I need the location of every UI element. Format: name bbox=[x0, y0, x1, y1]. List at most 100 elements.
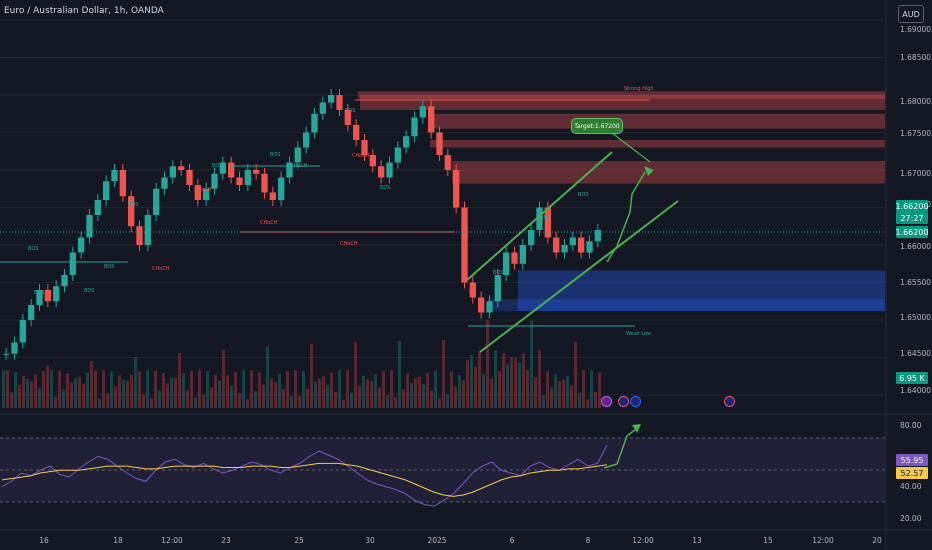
volume-bar bbox=[290, 396, 293, 408]
volume-bar bbox=[346, 370, 349, 408]
bos-label: BOS bbox=[380, 185, 391, 191]
candle-body bbox=[269, 192, 276, 200]
volume-bar bbox=[310, 344, 313, 408]
au-flag-icon[interactable] bbox=[630, 396, 641, 407]
lightning-icon[interactable] bbox=[601, 396, 612, 407]
time-axis-label: 16 bbox=[39, 536, 49, 545]
volume-bar bbox=[278, 373, 281, 408]
candle-body bbox=[536, 207, 543, 230]
candle-body bbox=[303, 132, 310, 148]
candle-body bbox=[94, 200, 101, 215]
volume-bar bbox=[574, 342, 577, 408]
candle-body bbox=[594, 230, 601, 242]
candle-body bbox=[261, 173, 268, 193]
supply-zone bbox=[360, 95, 885, 110]
volume-bar bbox=[134, 356, 137, 408]
volume-bar bbox=[342, 399, 345, 408]
candle-body bbox=[453, 170, 460, 208]
volume-bar bbox=[586, 399, 589, 408]
candle-body bbox=[286, 162, 293, 178]
choch-label: CHoCH bbox=[260, 220, 278, 226]
candle-body bbox=[586, 241, 593, 253]
choch-label: CHoCH bbox=[290, 163, 308, 169]
volume-bar bbox=[254, 391, 257, 408]
volume-bar bbox=[98, 398, 101, 408]
time-axis-label: 25 bbox=[294, 536, 304, 545]
supply-zone bbox=[452, 161, 885, 184]
candle-body bbox=[111, 170, 118, 182]
volume-bar bbox=[222, 349, 225, 408]
volume-bar bbox=[482, 373, 485, 408]
volume-bar bbox=[266, 346, 269, 408]
volume-bar bbox=[214, 374, 217, 408]
time-axis-label: 30 bbox=[365, 536, 375, 545]
price-axis-label: 1.68000 bbox=[900, 97, 932, 106]
volume-bar bbox=[454, 386, 457, 408]
candle-body bbox=[128, 196, 135, 227]
rsi-ma-line bbox=[1, 462, 608, 497]
eu-flag-icon[interactable] bbox=[724, 396, 735, 407]
candle-body bbox=[78, 237, 85, 253]
eu-flag-icon[interactable] bbox=[618, 396, 629, 407]
volume-bar bbox=[14, 372, 17, 408]
volume-bar bbox=[450, 371, 453, 408]
candle-body bbox=[478, 297, 485, 313]
rsi-projection-arrowhead bbox=[632, 424, 641, 433]
volume-bar bbox=[334, 391, 337, 408]
candle-body bbox=[44, 290, 51, 302]
bos-label: BOS bbox=[84, 288, 95, 294]
supply-zone bbox=[430, 140, 885, 148]
rsi-value-tag: 55.95 bbox=[896, 454, 928, 466]
candle-body bbox=[19, 320, 26, 343]
volume-bar bbox=[118, 375, 121, 408]
candle-body bbox=[69, 252, 76, 275]
candle-body bbox=[361, 140, 368, 155]
volume-bar bbox=[82, 384, 85, 408]
volume-bar bbox=[246, 399, 249, 408]
volume-bar bbox=[182, 373, 185, 408]
volume-bar bbox=[414, 377, 417, 408]
volume-bar bbox=[78, 376, 81, 408]
candle-body bbox=[353, 125, 360, 140]
channel-lower-line bbox=[479, 200, 679, 353]
projection-path bbox=[606, 171, 646, 263]
price-axis-label: 1.69000 bbox=[900, 25, 932, 34]
volume-bar bbox=[62, 389, 65, 408]
candle-body bbox=[328, 95, 335, 103]
volume-bar bbox=[122, 379, 125, 408]
volume-bar bbox=[562, 379, 565, 408]
volume-bar bbox=[422, 383, 425, 408]
volume-bar bbox=[590, 370, 593, 408]
price-axis-label: 1.66000 bbox=[900, 242, 932, 251]
volume-bar bbox=[554, 374, 557, 408]
rsi-axis-label: 40.00 bbox=[900, 482, 922, 491]
candle-body bbox=[319, 102, 326, 114]
volume-bar bbox=[446, 393, 449, 408]
volume-bar bbox=[578, 392, 581, 408]
volume-bar bbox=[530, 320, 533, 408]
bos-label: BOS bbox=[578, 192, 589, 198]
volume-bar bbox=[506, 363, 509, 408]
target-callout[interactable]: Target:1.67200 bbox=[571, 118, 623, 134]
time-axis-label: 12:00 bbox=[161, 536, 183, 545]
candle-body bbox=[386, 162, 393, 178]
volume-bar bbox=[426, 372, 429, 408]
volume-bar bbox=[458, 375, 461, 408]
time-axis-label: 20 bbox=[872, 536, 882, 545]
volume-bar bbox=[502, 352, 505, 408]
rsi-projection-path bbox=[603, 425, 641, 469]
volume-bar bbox=[90, 361, 93, 408]
symbol-title[interactable]: Euro / Australian Dollar, 1h, OANDA bbox=[4, 6, 164, 16]
candle-body bbox=[194, 185, 201, 200]
volume-bar bbox=[582, 370, 585, 408]
candle-body bbox=[28, 305, 35, 320]
strong-high-zone bbox=[358, 91, 885, 99]
volume-bar bbox=[490, 378, 493, 408]
candle-body bbox=[3, 353, 10, 355]
time-axis-label: 13 bbox=[692, 536, 702, 545]
candle-body bbox=[153, 188, 160, 215]
currency-button[interactable]: AUD bbox=[898, 5, 924, 23]
volume-bar bbox=[438, 398, 441, 408]
volume-bar bbox=[318, 378, 321, 408]
